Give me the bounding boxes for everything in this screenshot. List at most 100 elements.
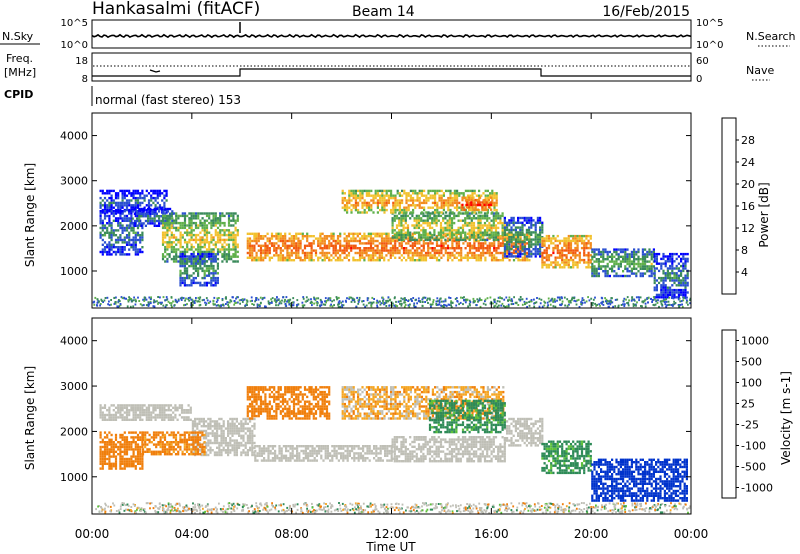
- heatmap-cell: [525, 216, 528, 220]
- heatmap-cell: [194, 276, 197, 280]
- heatmap-cell: [526, 232, 529, 235]
- heatmap-cell: [465, 206, 468, 209]
- heatmap-cell: [203, 262, 206, 265]
- heatmap-cell: [203, 231, 206, 234]
- heatmap-cell: [414, 189, 417, 193]
- heatmap-cell: [297, 239, 300, 243]
- heatmap-cell: [501, 254, 505, 257]
- heatmap-cell: [488, 247, 491, 250]
- heatmap-cell: [675, 279, 678, 282]
- heatmap-cell: [255, 299, 258, 301]
- heatmap-cell: [117, 229, 120, 232]
- heatmap-cell: [684, 262, 687, 265]
- heatmap-cell: [521, 216, 524, 220]
- heatmap-cell: [295, 247, 298, 250]
- heatmap-cell: [653, 281, 656, 285]
- heatmap-cell: [304, 300, 307, 303]
- heatmap-cell: [606, 299, 609, 302]
- heatmap-cell: [121, 241, 124, 244]
- heatmap-cell: [576, 249, 579, 252]
- heatmap-cell: [299, 259, 302, 262]
- heatmap-cell: [554, 305, 557, 308]
- heatmap-cell: [574, 237, 577, 240]
- heatmap-cell: [611, 258, 614, 261]
- heatmap-cell: [139, 201, 142, 205]
- heatmap-cell: [376, 206, 379, 209]
- heatmap-cell: [217, 304, 219, 307]
- heatmap-cell: [422, 226, 425, 230]
- heatmap-cell: [385, 305, 388, 307]
- heatmap-cell: [170, 302, 173, 305]
- heatmap-cell: [369, 247, 373, 250]
- heatmap-cell: [412, 297, 415, 299]
- heatmap-cell: [193, 300, 196, 303]
- heatmap-cell: [110, 226, 113, 230]
- nave-tick-low: 0: [696, 74, 702, 85]
- heatmap-cell: [121, 250, 124, 254]
- heatmap-cell: [517, 221, 520, 224]
- heatmap-cell: [108, 201, 111, 205]
- heatmap-cell: [310, 300, 313, 303]
- heatmap-cell: [367, 259, 370, 262]
- heatmap-cell: [149, 301, 152, 303]
- heatmap-cell: [446, 221, 449, 225]
- heatmap-cell: [284, 256, 287, 259]
- heatmap-cell: [183, 224, 187, 227]
- heatmap-cell: [591, 304, 594, 307]
- heatmap-cell: [449, 254, 452, 257]
- heatmap-cell: [205, 238, 209, 242]
- heatmap-cell: [561, 256, 564, 259]
- heatmap-cell: [190, 236, 193, 239]
- heatmap-cell: [480, 299, 483, 301]
- heatmap-cell: [301, 249, 304, 252]
- heatmap-cell: [622, 270, 625, 273]
- heatmap-cell: [402, 214, 405, 218]
- heatmap-cell: [205, 260, 208, 263]
- heatmap-cell: [568, 301, 570, 304]
- heatmap-cell: [411, 256, 414, 259]
- heatmap-cell: [422, 229, 425, 232]
- heatmap-cell: [435, 219, 438, 222]
- heatmap-cell: [147, 207, 150, 211]
- heatmap-cell: [581, 302, 584, 304]
- heatmap-cell: [547, 254, 551, 257]
- heatmap-cell: [641, 250, 644, 254]
- heatmap-cell: [530, 299, 533, 301]
- heatmap-cell: [563, 254, 566, 257]
- heatmap-cell: [671, 304, 674, 307]
- heatmap-cell: [479, 226, 482, 230]
- heatmap-cell: [477, 226, 480, 230]
- heatmap-cell: [351, 297, 354, 300]
- heatmap-cell: [299, 256, 302, 259]
- heatmap-cell: [671, 252, 674, 256]
- heatmap-cell: [168, 219, 171, 222]
- heatmap-cell: [591, 255, 594, 258]
- heatmap-cell: [497, 212, 500, 215]
- heatmap-cell: [192, 229, 195, 232]
- heatmap-cell: [563, 244, 566, 247]
- heatmap-cell: [517, 249, 520, 252]
- heatmap-cell: [296, 305, 298, 308]
- heatmap-cell: [460, 249, 463, 252]
- heatmap-cell: [592, 302, 594, 304]
- heatmap-cell: [671, 257, 674, 261]
- heatmap-cell: [461, 198, 464, 202]
- heatmap-cell: [158, 192, 162, 195]
- heatmap-cell: [400, 224, 403, 227]
- heatmap-cell: [186, 262, 189, 265]
- heatmap-cell: [550, 299, 552, 302]
- heatmap-cell: [199, 219, 202, 222]
- heatmap-cell: [492, 214, 495, 218]
- heatmap-cell: [197, 255, 200, 258]
- heatmap-cell: [385, 189, 388, 193]
- heatmap-cell: [347, 235, 351, 238]
- heatmap-cell: [121, 231, 124, 234]
- heatmap-cell: [472, 297, 475, 300]
- heatmap-cell: [660, 296, 663, 299]
- heatmap-cell: [288, 244, 291, 247]
- heatmap-cell: [406, 229, 410, 232]
- heatmap-cell: [437, 214, 440, 218]
- heatmap-cell: [376, 256, 379, 259]
- heatmap-cell: [145, 204, 148, 207]
- heatmap-cell: [444, 299, 447, 302]
